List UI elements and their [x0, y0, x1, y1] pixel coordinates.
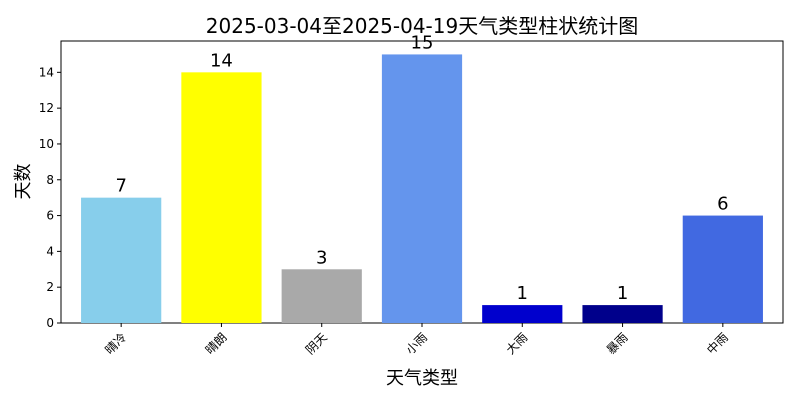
- y-tick-label: 14: [39, 65, 54, 79]
- x-tick-label: 晴朗: [203, 330, 230, 357]
- bar-value-label: 1: [517, 283, 528, 304]
- bar-value-label: 14: [210, 50, 233, 71]
- bar-6: [682, 215, 763, 323]
- y-tick-label: 2: [46, 280, 54, 294]
- bar-value-label: 1: [617, 283, 628, 304]
- y-axis-title: 天数: [13, 164, 34, 200]
- bar-0: [81, 197, 162, 323]
- x-tick-label: 大雨: [504, 330, 531, 357]
- bar-value-label: 3: [316, 247, 327, 268]
- bar-3: [381, 54, 463, 324]
- y-tick-label: 8: [46, 173, 54, 187]
- bar-4: [482, 305, 563, 323]
- x-tick-label: 小雨: [403, 330, 430, 357]
- x-axis-title: 天气类型: [386, 368, 458, 389]
- bar-5: [582, 305, 663, 323]
- bar-value-label: 7: [115, 176, 126, 197]
- x-tick-label: 晴冷: [102, 330, 129, 357]
- y-tick-label: 4: [46, 244, 54, 258]
- chart-title: 2025-03-04至2025-04-19天气类型柱状统计图: [206, 14, 638, 38]
- y-tick-label: 10: [39, 137, 54, 151]
- x-tick-label: 阴天: [303, 330, 330, 357]
- bar-value-label: 15: [411, 32, 434, 53]
- bar-value-label: 6: [717, 194, 728, 215]
- y-tick-label: 6: [46, 209, 54, 223]
- x-tick-label: 暴雨: [604, 330, 631, 357]
- x-tick-label: 中雨: [703, 330, 731, 358]
- y-tick-label: 0: [46, 316, 54, 330]
- y-tick-label: 12: [39, 101, 54, 115]
- bar-1: [181, 72, 262, 323]
- bar-2: [281, 269, 362, 323]
